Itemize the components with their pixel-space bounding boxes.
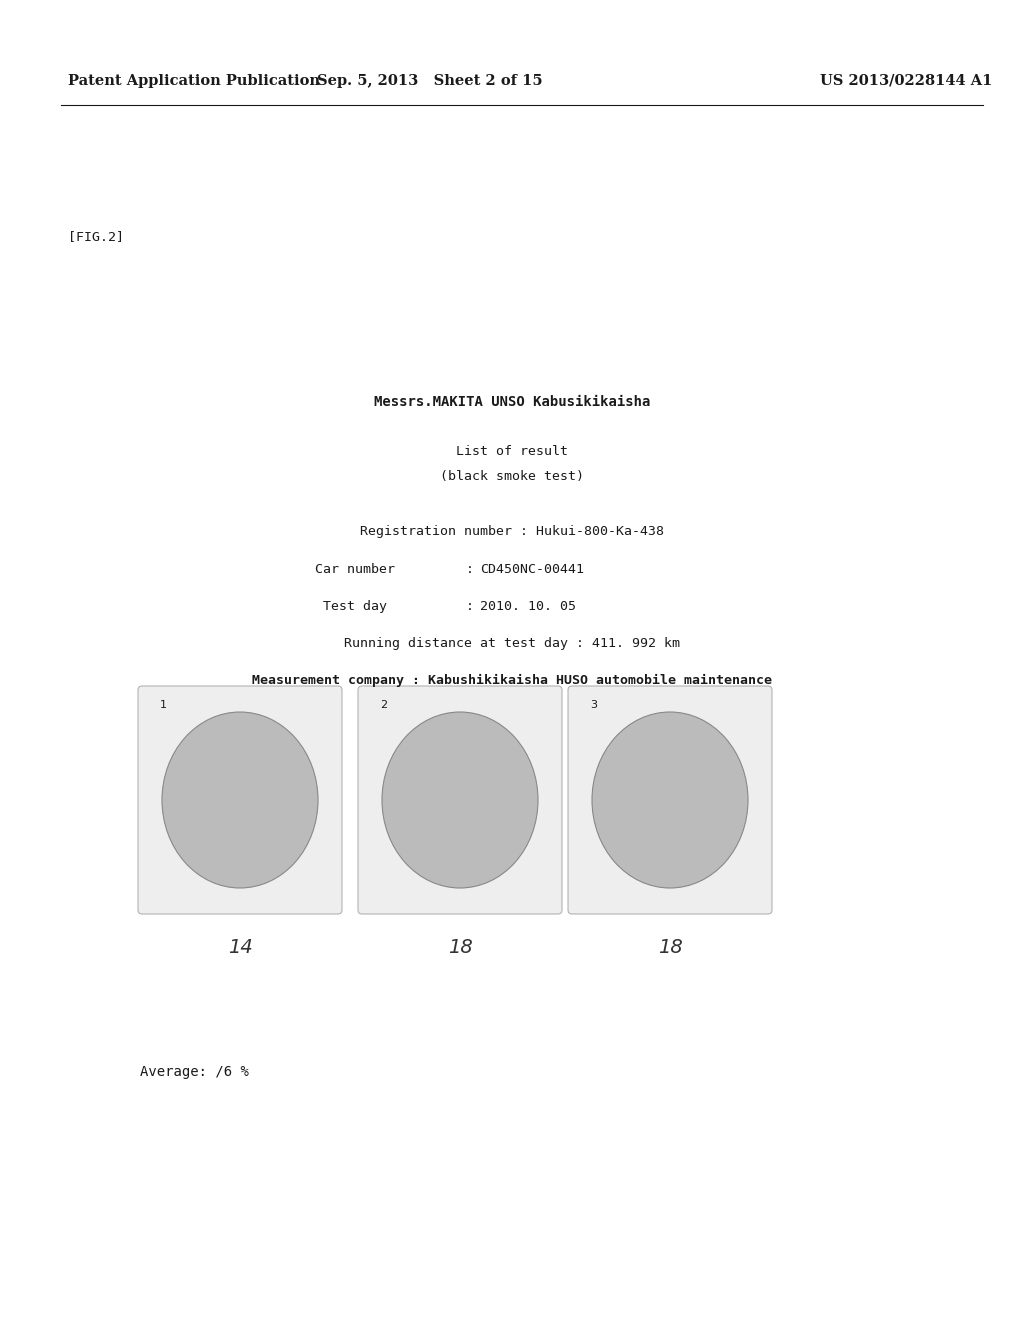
FancyBboxPatch shape (358, 686, 562, 913)
Text: 3: 3 (590, 700, 597, 710)
Ellipse shape (592, 711, 748, 888)
Text: 1: 1 (160, 700, 167, 710)
Text: 2010. 10. 05: 2010. 10. 05 (480, 601, 575, 612)
Text: 14: 14 (227, 939, 252, 957)
FancyBboxPatch shape (138, 686, 342, 913)
Text: Messrs.MAKITA UNSO Kabusikikaisha: Messrs.MAKITA UNSO Kabusikikaisha (374, 395, 650, 409)
Text: [FIG.2]: [FIG.2] (68, 230, 124, 243)
Ellipse shape (382, 711, 538, 888)
Text: :: : (466, 564, 474, 576)
Text: Sep. 5, 2013   Sheet 2 of 15: Sep. 5, 2013 Sheet 2 of 15 (317, 74, 543, 88)
Text: US 2013/0228144 A1: US 2013/0228144 A1 (820, 74, 992, 88)
FancyBboxPatch shape (568, 686, 772, 913)
Text: List of result: List of result (456, 445, 568, 458)
Ellipse shape (162, 711, 318, 888)
Text: Patent Application Publication: Patent Application Publication (68, 74, 319, 88)
Text: Average: /6 %: Average: /6 % (140, 1065, 249, 1078)
Text: Test day: Test day (323, 601, 387, 612)
Text: CD450NC-00441: CD450NC-00441 (480, 564, 584, 576)
Text: (black smoke test): (black smoke test) (440, 470, 584, 483)
Text: Measurement company : Kabushikikaisha HUSO automobile maintenance: Measurement company : Kabushikikaisha HU… (252, 675, 772, 688)
Text: Registration number : Hukui-800-Ka-438: Registration number : Hukui-800-Ka-438 (360, 525, 664, 539)
Text: :: : (466, 601, 474, 612)
Text: 18: 18 (447, 939, 472, 957)
Text: 18: 18 (657, 939, 682, 957)
Text: 2: 2 (380, 700, 387, 710)
Text: Running distance at test day : 411. 992 km: Running distance at test day : 411. 992 … (344, 638, 680, 649)
Text: Car number: Car number (315, 564, 395, 576)
